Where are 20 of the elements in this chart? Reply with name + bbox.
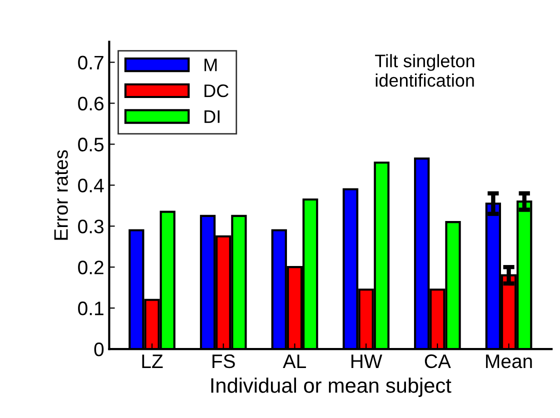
- legend-label: M: [204, 58, 217, 72]
- annotation: Tilt singleton identification: [375, 54, 474, 87]
- x-tick-label: CA: [424, 354, 451, 368]
- x-tick-label: HW: [351, 354, 382, 368]
- y-tick-label: 0.3: [78, 220, 104, 234]
- legend-label: DI: [204, 110, 220, 123]
- x-axis-title: Individual or mean subject: [211, 378, 452, 397]
- x-tick-label: AL: [282, 354, 306, 368]
- y-tick-label: 0.6: [78, 96, 104, 110]
- x-tick-label: Mean: [486, 354, 532, 368]
- y-tick-label: 0.4: [78, 178, 104, 192]
- x-tick-label: FS: [212, 354, 235, 368]
- y-tick-label: 0.7: [78, 56, 104, 70]
- x-tick-label: LZ: [142, 354, 163, 368]
- legend-label: DC: [204, 84, 228, 98]
- y-tick-label: 0.5: [78, 138, 104, 152]
- y-tick-label: 0: [94, 342, 104, 356]
- y-tick-label: 0.1: [78, 302, 104, 316]
- y-axis-title: Error rates: [54, 150, 68, 240]
- y-tick-label: 0.2: [78, 260, 104, 274]
